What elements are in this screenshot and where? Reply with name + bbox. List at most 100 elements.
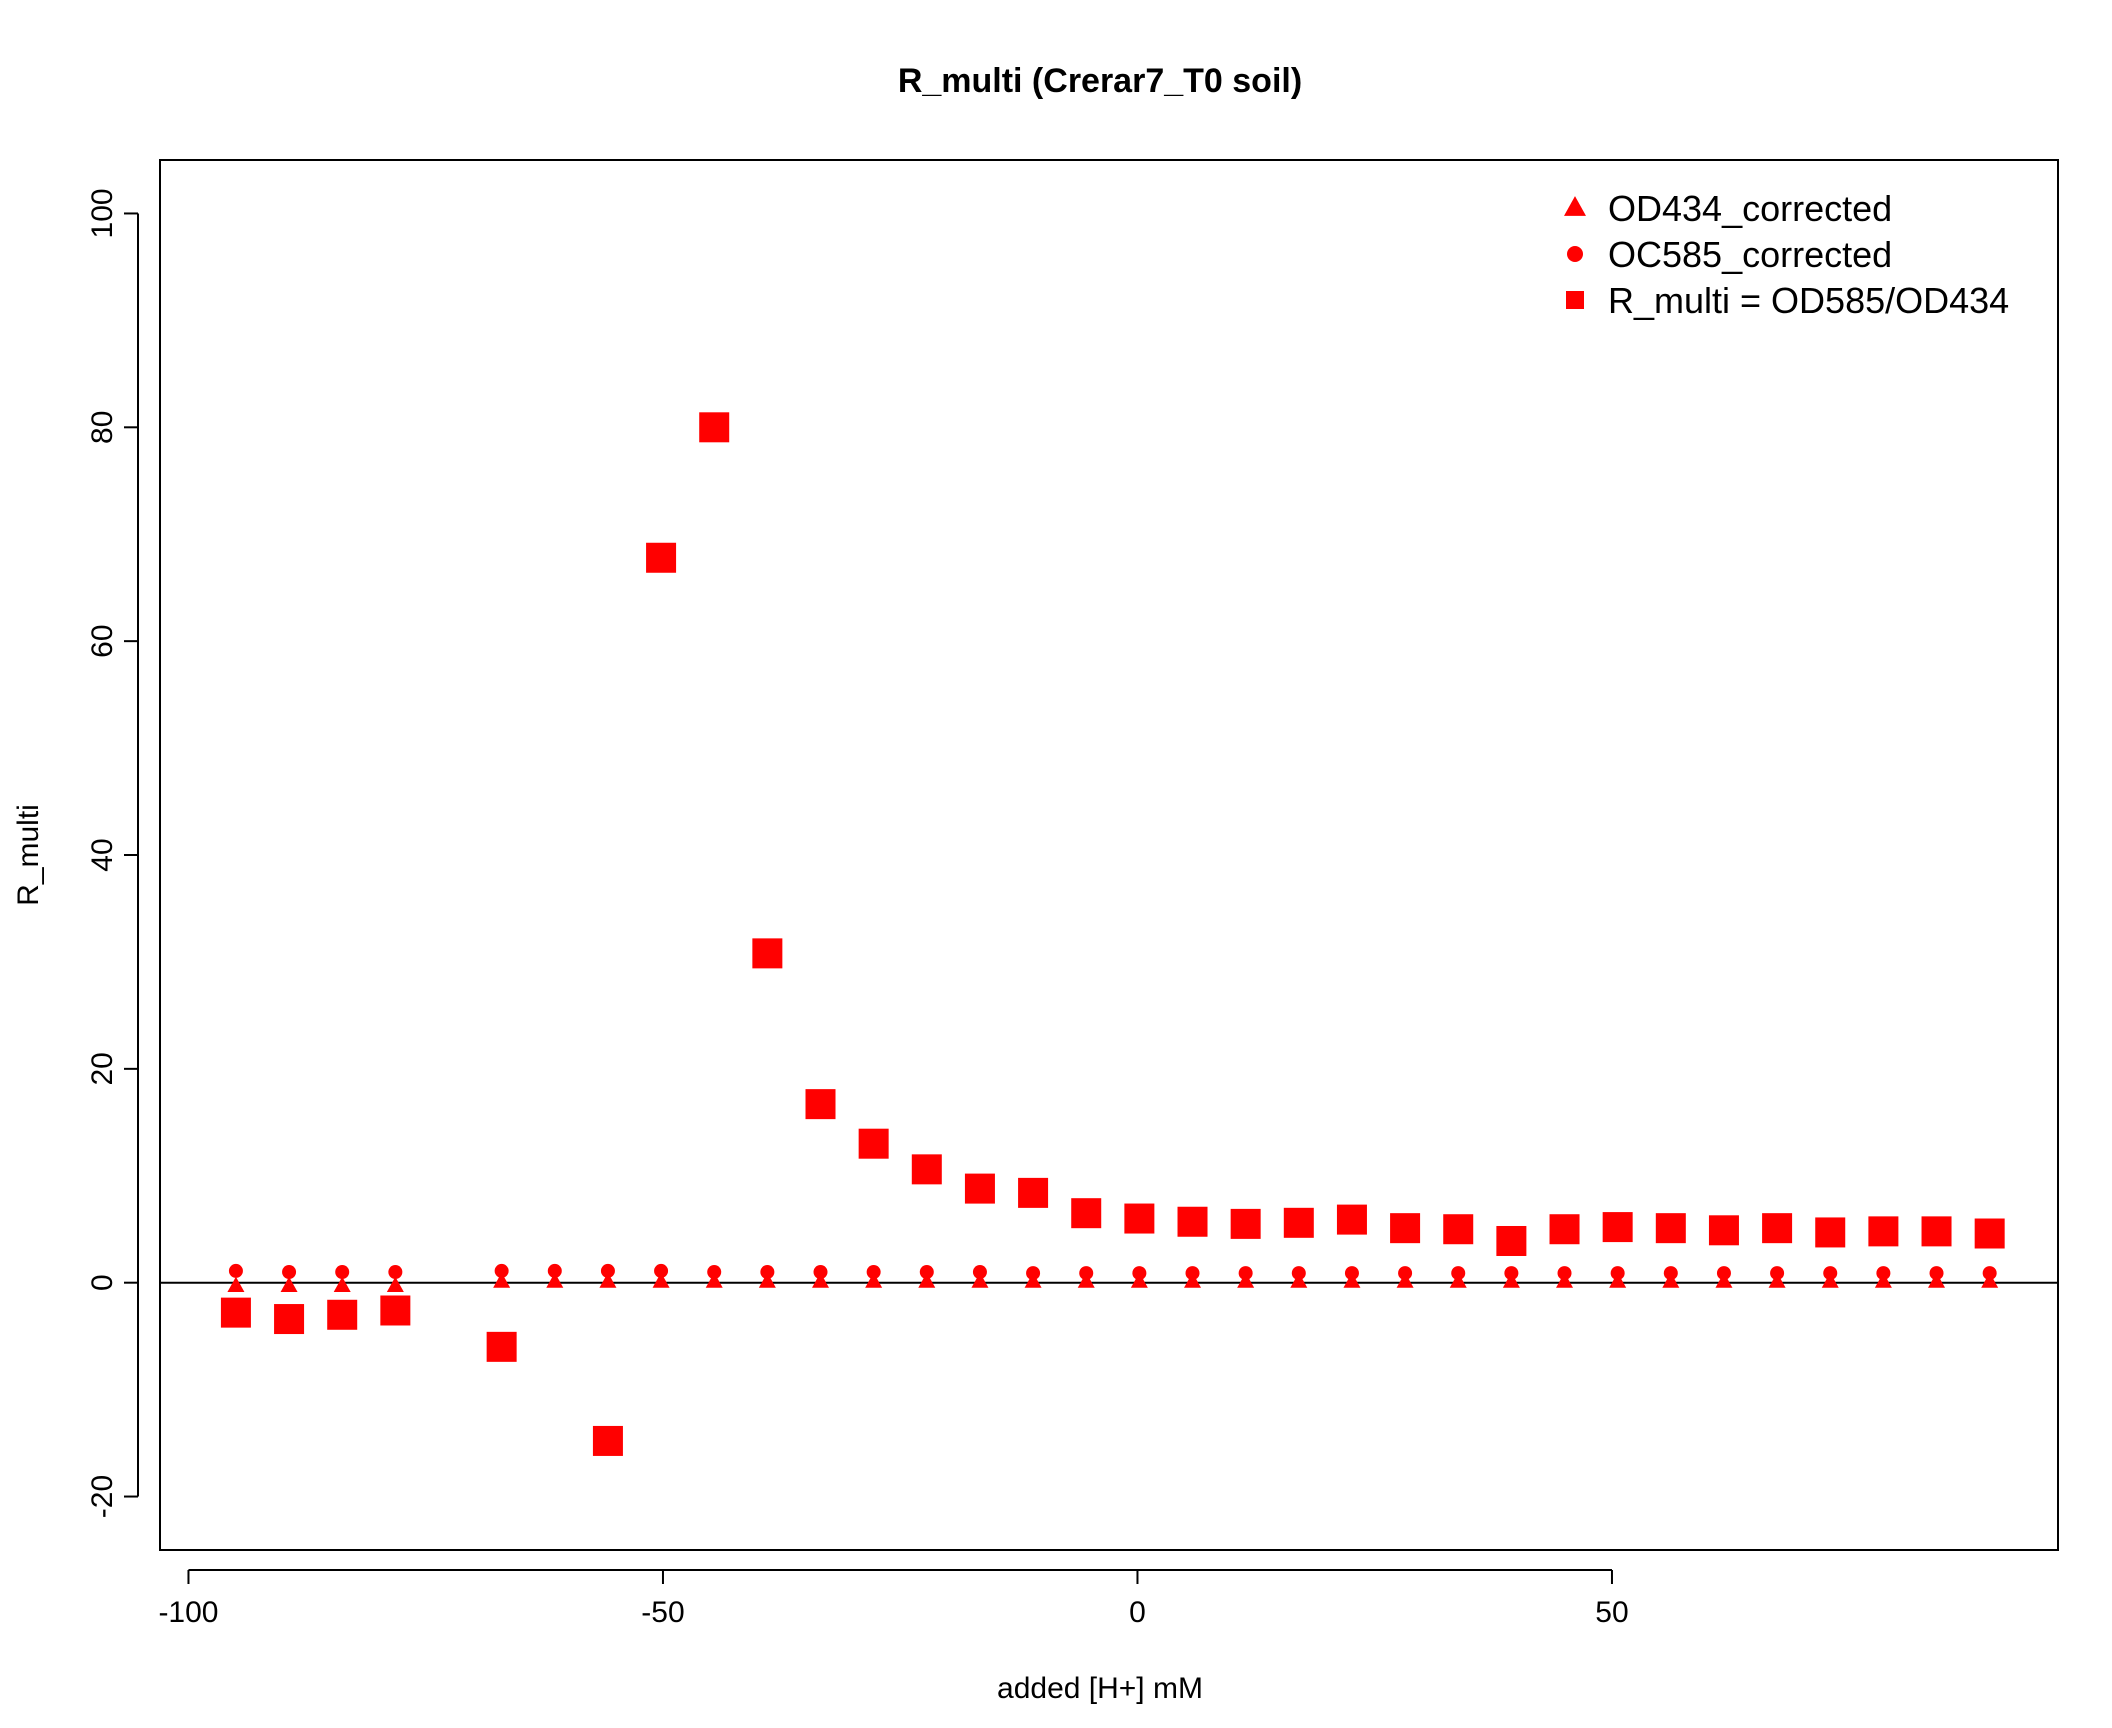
data-point-triangle: [546, 1272, 564, 1288]
data-point-triangle: [1024, 1272, 1042, 1288]
data-point-square: [486, 1331, 517, 1362]
legend-marker-triangle: [1564, 196, 1586, 216]
data-point-circle: [494, 1263, 509, 1278]
data-point-circle: [1770, 1266, 1785, 1281]
data-point-square: [1336, 1204, 1367, 1235]
y-tick-label: 20: [86, 1052, 119, 1085]
data-point-square: [1018, 1177, 1049, 1208]
data-point-triangle: [1237, 1272, 1255, 1288]
y-tick-label: 100: [86, 188, 119, 238]
data-point-circle: [1823, 1266, 1838, 1281]
data-point-circle: [866, 1265, 881, 1279]
data-point-square: [1921, 1216, 1952, 1247]
data-point-triangle: [280, 1276, 298, 1293]
data-point-circle: [919, 1265, 934, 1279]
x-axis-label: added [H+] mM: [997, 1672, 1203, 1705]
data-point-triangle: [1184, 1272, 1202, 1288]
data-point-square: [274, 1304, 305, 1335]
data-point-triangle: [865, 1272, 883, 1288]
plot-frame: [159, 159, 2059, 1551]
legend-label: OD434_corrected: [1608, 188, 1892, 229]
data-series: [220, 412, 2005, 1456]
data-point-circle: [760, 1265, 775, 1279]
data-point-circle: [1026, 1266, 1041, 1281]
legend-label: R_multi = OD585/OD434: [1608, 280, 2009, 321]
data-point-triangle: [599, 1272, 617, 1288]
data-point-square: [1549, 1214, 1580, 1245]
data-point-triangle: [812, 1272, 830, 1288]
x-tick-label: 0: [1129, 1596, 1146, 1629]
data-point-square: [1655, 1213, 1686, 1244]
data-point-triangle: [1343, 1272, 1361, 1288]
data-point-circle: [228, 1263, 243, 1278]
data-point-square: [699, 412, 730, 443]
data-point-triangle: [1449, 1272, 1467, 1288]
data-point-circle: [654, 1263, 669, 1278]
data-point-triangle: [1556, 1272, 1574, 1288]
y-tick-label: -20: [86, 1475, 119, 1518]
data-point-circle: [1291, 1266, 1306, 1281]
y-tick-label: 40: [86, 838, 119, 871]
legend: OD434_corrected OC585_corrected R_multi = …: [1564, 188, 2009, 321]
data-point-triangle: [1981, 1272, 1999, 1288]
data-point-square: [327, 1299, 358, 1330]
data-point-square: [911, 1154, 942, 1185]
data-point-circle: [1451, 1266, 1466, 1281]
data-point-square: [1602, 1212, 1633, 1243]
data-point-circle: [1929, 1266, 1944, 1281]
data-point-square: [1230, 1208, 1261, 1239]
data-point-triangle: [1662, 1272, 1680, 1288]
data-point-square: [1496, 1225, 1527, 1256]
data-point-triangle: [1928, 1272, 1946, 1288]
data-point-triangle: [1130, 1272, 1148, 1288]
data-point-square: [1071, 1198, 1102, 1229]
data-point-circle: [1716, 1266, 1731, 1281]
data-point-square: [1708, 1215, 1739, 1246]
data-point-triangle: [758, 1272, 776, 1288]
data-point-triangle: [652, 1272, 670, 1288]
data-point-triangle: [918, 1272, 936, 1288]
data-point-square: [1443, 1214, 1474, 1245]
data-point-triangle: [493, 1272, 511, 1288]
data-point-circle: [1079, 1266, 1094, 1281]
data-point-circle: [1876, 1266, 1891, 1281]
data-point-square: [646, 542, 677, 573]
data-point-square: [858, 1128, 889, 1159]
data-point-circle: [1504, 1266, 1519, 1281]
data-point-circle: [707, 1265, 722, 1279]
data-point-circle: [1982, 1266, 1997, 1281]
data-point-triangle: [1768, 1272, 1786, 1288]
data-point-triangle: [1715, 1272, 1733, 1288]
data-point-circle: [1610, 1266, 1625, 1281]
data-point-triangle: [1502, 1272, 1520, 1288]
data-point-circle: [388, 1265, 403, 1279]
data-point-circle: [1344, 1266, 1359, 1281]
data-point-triangle: [1396, 1272, 1414, 1288]
y-tick-label: 60: [86, 624, 119, 657]
data-point-circle: [1132, 1266, 1147, 1281]
data-point-square: [1868, 1216, 1899, 1247]
data-point-square: [380, 1295, 411, 1326]
data-point-triangle: [705, 1272, 723, 1288]
series-circle: [228, 1263, 1997, 1281]
data-point-square: [1974, 1218, 2005, 1249]
data-point-triangle: [1077, 1272, 1095, 1288]
data-point-circle: [547, 1263, 562, 1278]
data-point-triangle: [386, 1276, 404, 1293]
legend-label: OC585_corrected: [1608, 234, 1892, 275]
data-point-triangle: [1609, 1272, 1627, 1288]
data-point-triangle: [1821, 1272, 1839, 1288]
data-point-square: [752, 938, 783, 969]
data-point-triangle: [1290, 1272, 1308, 1288]
data-point-circle: [282, 1265, 297, 1279]
data-point-square: [592, 1425, 623, 1456]
series-triangle: [227, 1272, 1999, 1293]
data-point-circle: [972, 1265, 987, 1279]
data-point-square: [1177, 1206, 1208, 1237]
data-point-circle: [1398, 1266, 1413, 1281]
data-point-square: [1390, 1213, 1421, 1244]
data-point-circle: [1238, 1266, 1253, 1281]
data-point-square: [1762, 1213, 1793, 1244]
